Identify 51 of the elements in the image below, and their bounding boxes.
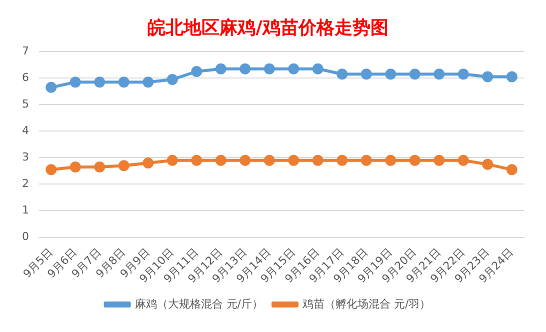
y-tick-label: 5 — [22, 98, 29, 111]
point — [409, 154, 420, 166]
y-tick-label: 2 — [22, 177, 29, 190]
legend-label: 麻鸡（大规格混合 元/斤） — [134, 297, 263, 310]
point — [215, 154, 226, 166]
point — [94, 161, 106, 172]
point — [434, 68, 445, 80]
y-tick-label: 0 — [22, 230, 29, 244]
point — [166, 74, 178, 85]
point — [264, 154, 275, 166]
point — [288, 154, 300, 166]
point — [385, 68, 396, 80]
point — [312, 63, 324, 74]
point — [482, 158, 494, 170]
point — [385, 154, 396, 166]
point — [46, 164, 57, 176]
point — [166, 154, 178, 166]
point — [288, 63, 300, 74]
point — [191, 154, 202, 166]
point — [70, 76, 81, 88]
point — [409, 68, 420, 80]
point — [70, 161, 81, 172]
y-tick-label: 1 — [22, 204, 29, 217]
point — [482, 71, 494, 82]
y-tick-label: 3 — [22, 150, 29, 164]
y-tick-label: 6 — [22, 70, 29, 84]
point — [118, 76, 130, 88]
y-tick-label: 7 — [22, 44, 29, 58]
point — [434, 154, 445, 166]
point — [191, 66, 202, 77]
point — [240, 154, 251, 166]
point — [458, 154, 469, 166]
point — [215, 63, 226, 74]
chart-title: 皖北地区麻鸡/鸡苗价格走势图 — [148, 17, 388, 38]
point — [506, 164, 518, 176]
point — [46, 82, 57, 93]
point — [336, 154, 348, 166]
point — [240, 63, 251, 74]
point — [118, 160, 130, 172]
point — [142, 76, 154, 88]
point — [142, 158, 154, 168]
point — [336, 68, 348, 80]
point — [360, 154, 372, 166]
y-tick-label: 4 — [22, 124, 29, 138]
point — [506, 71, 518, 82]
point — [264, 63, 275, 74]
point — [94, 76, 106, 88]
point — [458, 68, 469, 80]
point — [312, 154, 324, 166]
legend-label: 鸡苗（孵化场混合 元/羽） — [302, 297, 431, 310]
point — [360, 68, 372, 80]
